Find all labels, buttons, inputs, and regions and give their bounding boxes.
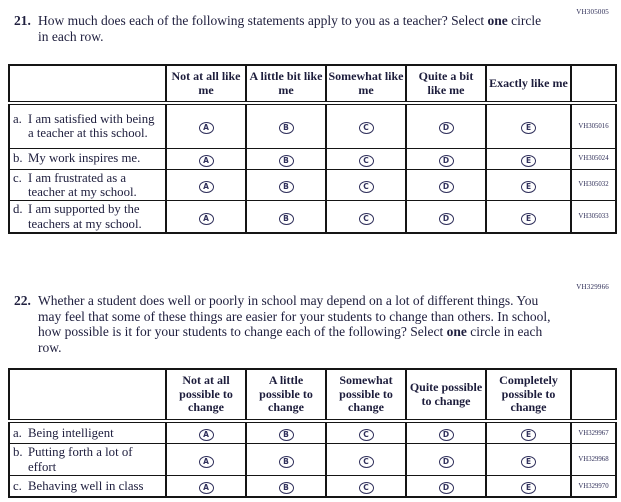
q22a-option-circle-b[interactable]: B <box>278 429 294 441</box>
q22b-option-circle-a[interactable]: A <box>198 455 214 468</box>
q22c-option-circle-c[interactable]: C <box>358 482 374 494</box>
q22-col-1: A little possible to change <box>245 368 327 423</box>
row-code: VH305024 <box>570 147 617 170</box>
q21-row-d: d. I am supported by the teachers at my s… <box>8 200 617 234</box>
q22-ref-code: VH329966 <box>576 283 609 291</box>
q22-col-2: Somewhat possible to change <box>325 368 407 423</box>
q21-text-bold: one <box>487 13 508 28</box>
q21c-option-circle-d[interactable]: D <box>438 180 454 193</box>
q21d-option-circle-c[interactable]: C <box>358 212 374 225</box>
row-letter: b. <box>13 151 23 166</box>
row-code: VH305032 <box>570 168 617 202</box>
row-label: Putting forth a lot of effort <box>28 445 133 474</box>
row-label: I am supported by the teachers at my sch… <box>28 202 142 231</box>
q22-header-empty <box>8 368 167 423</box>
q21-col-3: Quite a bit like me <box>405 64 487 105</box>
q21d-option-circle-b[interactable]: B <box>278 212 294 225</box>
q21b-option-circle-a[interactable]: A <box>198 154 214 167</box>
q22a-option-circle-a[interactable]: A <box>198 429 214 441</box>
q22b-option-circle-e[interactable]: E <box>521 455 536 468</box>
q21-header-code <box>570 64 617 105</box>
q21-row-b: b. My work inspires me. A B C D E VH30502… <box>8 147 617 170</box>
q21-col-1: A little bit like me <box>245 64 327 105</box>
q22-number: 22. <box>14 293 31 308</box>
row-code: VH329967 <box>570 420 617 444</box>
q21a-option-circle-b[interactable]: B <box>278 122 294 135</box>
q22-question: 22. Whether a student does well or poorl… <box>14 293 563 355</box>
q21-table: Not at all like me A little bit like me … <box>8 64 617 235</box>
q21b-option-circle-e[interactable]: E <box>521 154 536 167</box>
row-letter: a. <box>13 111 22 126</box>
q21a-option-circle-d[interactable]: D <box>438 122 454 135</box>
q21c-option-circle-e[interactable]: E <box>521 180 536 193</box>
q22-col-3: Quite possible to change <box>405 368 487 423</box>
q21-col-2: Somewhat like me <box>325 64 407 105</box>
q21d-option-circle-d[interactable]: D <box>438 212 454 225</box>
q21b-option-circle-c[interactable]: C <box>358 154 374 167</box>
q22b-option-circle-d[interactable]: D <box>438 455 454 468</box>
q21d-option-circle-e[interactable]: E <box>521 212 536 225</box>
row-letter: a. <box>13 425 22 440</box>
row-code: VH305016 <box>570 102 617 149</box>
row-label: I am frustrated as a teacher at my schoo… <box>28 170 137 199</box>
q21d-option-circle-a[interactable]: A <box>198 212 214 225</box>
q21-text-prefix: How much does each of the following stat… <box>38 13 488 28</box>
q21c-option-circle-c[interactable]: C <box>358 180 374 193</box>
q21b-option-circle-d[interactable]: D <box>438 154 454 167</box>
row-code: VH329970 <box>570 475 617 498</box>
q22-text-prefix: Whether a student does well or poorly in… <box>38 293 551 340</box>
q22c-option-circle-d[interactable]: D <box>438 482 454 494</box>
q21b-option-circle-b[interactable]: B <box>278 154 294 167</box>
q22-table: Not at all possible to change A little p… <box>8 368 617 498</box>
q22c-option-circle-e[interactable]: E <box>521 482 536 494</box>
q22b-option-circle-c[interactable]: C <box>358 455 374 468</box>
q22-col-0: Not at all possible to change <box>165 368 247 423</box>
row-label: Behaving well in class <box>28 478 144 493</box>
q21c-option-circle-a[interactable]: A <box>198 180 214 193</box>
q22-header-code <box>570 368 617 423</box>
q22-header-row: Not at all possible to change A little p… <box>8 368 617 423</box>
q21-text-suffix: circle in each row. <box>38 13 542 44</box>
q22-text-suffix: circle in each row. <box>38 324 543 355</box>
row-letter: c. <box>13 478 22 493</box>
q21-ref-code: VH305005 <box>576 8 609 16</box>
q22a-option-circle-d[interactable]: D <box>438 429 454 441</box>
q22b-option-circle-b[interactable]: B <box>278 455 294 468</box>
q21a-option-circle-a[interactable]: A <box>198 122 214 135</box>
q21a-option-circle-c[interactable]: C <box>358 122 374 135</box>
q21-row-c: c. I am frustrated as a teacher at my sch… <box>8 168 617 202</box>
q21a-option-circle-e[interactable]: E <box>521 122 536 135</box>
q22-row-a: a. Being intelligent A B C D E VH329967 <box>8 420 617 444</box>
q21-col-4: Exactly like me <box>485 64 572 105</box>
q21-col-0: Not at all like me <box>165 64 247 105</box>
q21-number: 21. <box>14 13 31 28</box>
q21-question: 21. How much does each of the following … <box>14 13 553 44</box>
q21-text: How much does each of the following stat… <box>38 13 553 44</box>
row-letter: d. <box>13 202 23 217</box>
q22a-option-circle-e[interactable]: E <box>521 429 536 441</box>
row-letter: b. <box>13 445 23 460</box>
row-label: I am satisfied with being a teacher at t… <box>28 111 155 141</box>
q21-row-a: a. I am satisfied with being a teacher at… <box>8 102 617 149</box>
q21c-option-circle-b[interactable]: B <box>278 180 294 193</box>
q22c-option-circle-a[interactable]: A <box>198 482 214 494</box>
row-label: My work inspires me. <box>28 151 141 166</box>
row-code: VH305033 <box>570 200 617 234</box>
q22-row-c: c. Behaving well in class A B C D E VH329… <box>8 475 617 498</box>
q22-text: Whether a student does well or poorly in… <box>38 293 563 355</box>
q22a-option-circle-c[interactable]: C <box>358 429 374 441</box>
row-code: VH329968 <box>570 443 617 476</box>
q21-header-empty <box>8 64 167 105</box>
q22-text-bold: one <box>446 324 467 340</box>
q22-col-4: Completely possible to change <box>485 368 572 423</box>
q21-header-row: Not at all like me A little bit like me … <box>8 64 617 105</box>
row-label: Being intelligent <box>28 425 114 440</box>
q22-row-b: b. Putting forth a lot of effort A B C D … <box>8 443 617 476</box>
q22c-option-circle-b[interactable]: B <box>278 482 294 494</box>
row-letter: c. <box>13 170 22 185</box>
